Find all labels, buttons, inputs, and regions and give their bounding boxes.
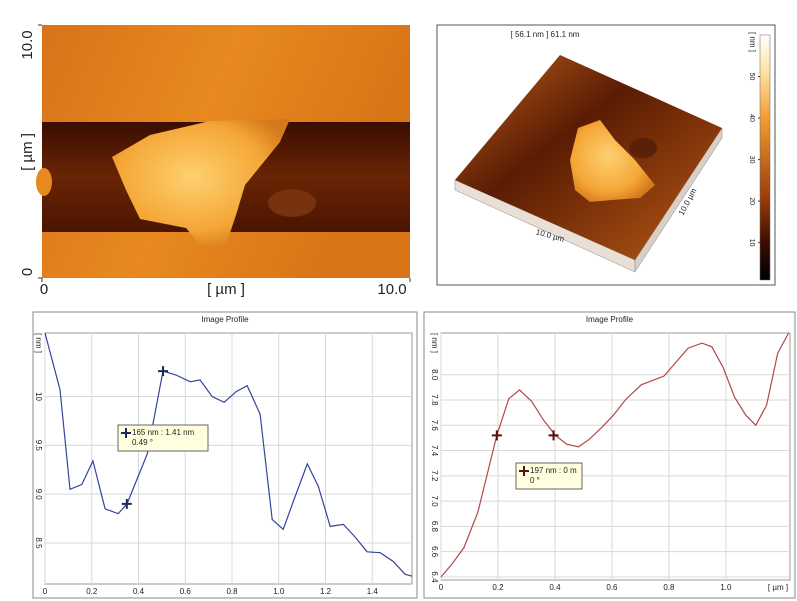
x-tick-label: 0.8 [226,587,238,596]
colorbar-tick-label: 30 [748,156,755,164]
x-tick-label: 0.8 [663,583,675,592]
afm-image [36,25,410,278]
annotation-text: 197 nm : 0 m [530,466,577,475]
y-axis-label: [ nm ] [34,333,43,353]
x-tick-label: 0 [43,587,48,596]
annotation-text: 0 ° [530,476,540,485]
chart-title: Image Profile [201,315,249,324]
x-tick-label: 1.4 [367,587,379,596]
y-tick-label: 6.4 [430,571,439,583]
y-tick-label: 7.4 [430,445,439,457]
x-tick-label: 0.2 [86,587,98,596]
x-tick-label: 0 [40,281,48,298]
colorbar-tick-label: 10 [748,239,755,247]
annotation-text: 165 nm : 1.41 nm [132,428,195,437]
y-axis-label: [ µm ] [19,133,36,171]
figure: 0 10.0 0 10.0 [ µm ] [ µm ] [ 56.1 nm ] 61.1 n… [0,0,797,601]
y-tick-label: 8.5 [34,537,43,549]
y-tick-label: 7.2 [430,470,439,482]
surface-3d [455,35,770,280]
x-tick-label: 0.6 [180,587,192,596]
x-tick-label: 0.6 [606,583,618,592]
y-tick-label: 0 [19,268,36,276]
colorbar-tick-label: 20 [748,197,755,205]
y-tick-label: 8.0 [430,369,439,381]
y-tick-label: 6.8 [430,521,439,533]
annotation-text: 0.49 ° [132,438,153,447]
chart-title: Image Profile [586,315,634,324]
x-tick-label: 1.0 [273,587,285,596]
colorbar-tick-label: 50 [748,73,755,81]
x-axis-label: [ µm ] [768,583,788,592]
x-tick-label: 0.4 [133,587,145,596]
x-tick-label: 0.4 [549,583,561,592]
plot-area [441,333,790,580]
y-tick-label: 7.0 [430,496,439,508]
y-tick-label: 6.6 [430,546,439,558]
view-title: [ 56.1 nm ] 61.1 nm [511,30,580,39]
page: {"chart_data": [ {"type": "image", "xlab… [0,0,797,601]
y-tick-label: 7.6 [430,420,439,432]
y-tick-label: 10.0 [19,30,36,59]
x-tick-label: 0 [439,583,444,592]
y-axis-label: [ nm ] [430,333,439,353]
y-tick-label: 9.0 [34,489,43,501]
y-tick-label: 7.8 [430,394,439,406]
y-tick-label: 9.5 [34,440,43,452]
x-tick-label: 1.0 [720,583,732,592]
colorbar-tick-label: 40 [748,114,755,122]
colorbar-label: [ nm ] [748,32,757,52]
x-tick-label: 1.2 [320,587,332,596]
y-tick-label: 10 [34,392,43,401]
x-tick-label: 0.2 [492,583,504,592]
plot-area [45,333,412,584]
x-tick-label: 10.0 [377,281,406,298]
x-axis-label: [ µm ] [207,281,245,298]
